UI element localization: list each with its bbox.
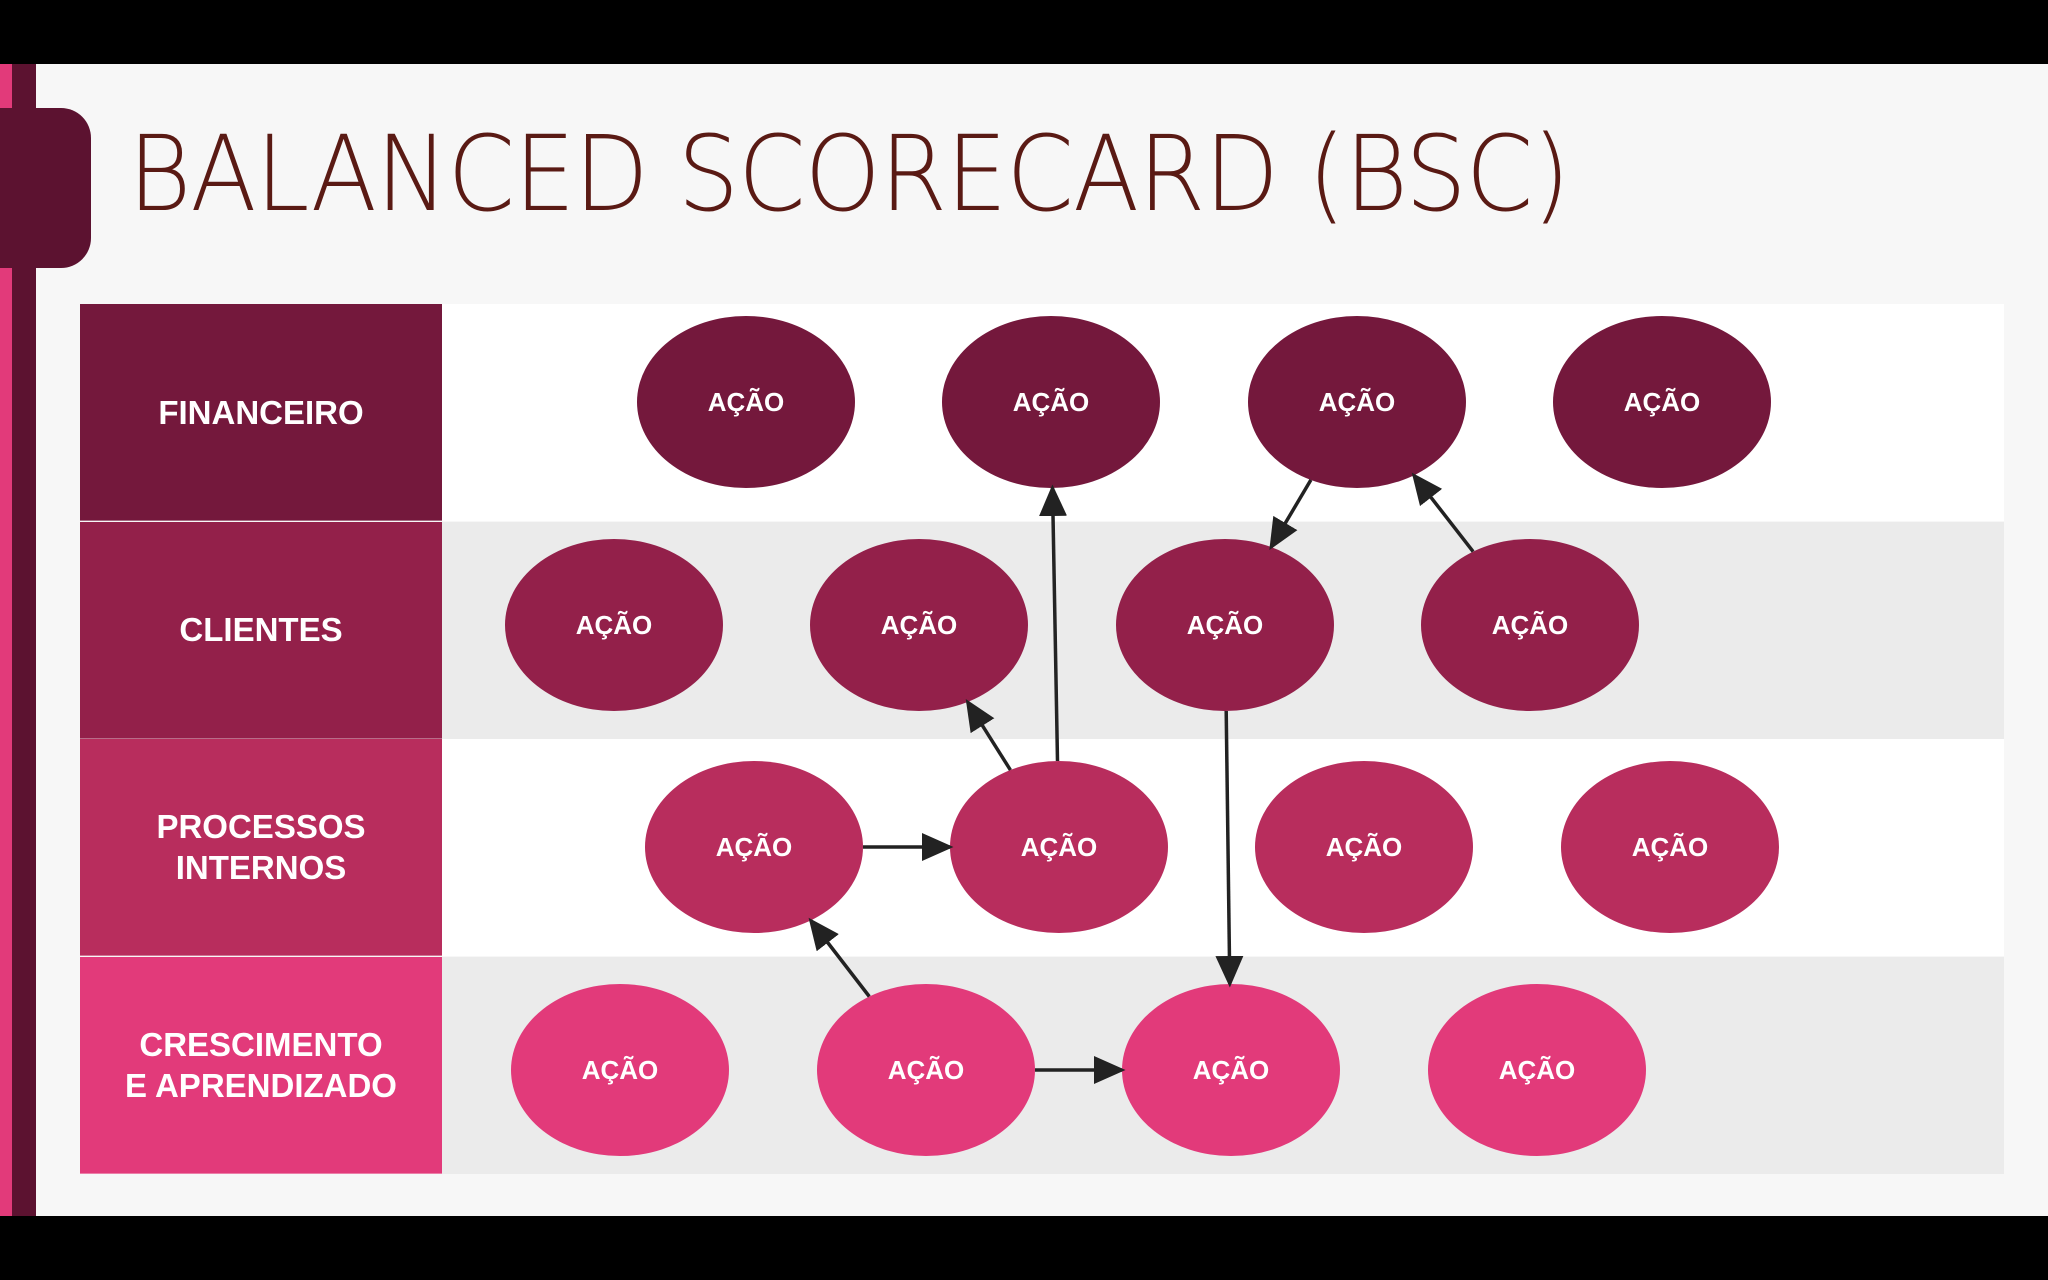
accent-bar-pink — [0, 64, 12, 1216]
action-node-g1: AÇÃO — [511, 984, 729, 1156]
action-node-f3: AÇÃO — [1248, 316, 1466, 488]
action-node-p1: AÇÃO — [645, 761, 863, 933]
action-node-g4: AÇÃO — [1428, 984, 1646, 1156]
action-node-p4: AÇÃO — [1561, 761, 1779, 933]
action-node-f1: AÇÃO — [637, 316, 855, 488]
slide: BALANCED SCORECARD (BSC) FINANCEIRO CLIEN… — [0, 64, 2048, 1216]
action-node-g2: AÇÃO — [817, 984, 1035, 1156]
action-node-c2: AÇÃO — [810, 539, 1028, 711]
perspective-label-financeiro: FINANCEIRO — [80, 304, 442, 521]
action-node-f4: AÇÃO — [1553, 316, 1771, 488]
perspective-label-processos: PROCESSOS INTERNOS — [80, 739, 442, 956]
action-node-c4: AÇÃO — [1421, 539, 1639, 711]
perspective-label-clientes: CLIENTES — [80, 521, 442, 739]
slide-title: BALANCED SCORECARD (BSC) — [128, 113, 1570, 235]
title-tab — [0, 108, 91, 268]
action-node-p2: AÇÃO — [950, 761, 1168, 933]
action-node-g3: AÇÃO — [1122, 984, 1340, 1156]
action-node-c1: AÇÃO — [505, 539, 723, 711]
action-node-p3: AÇÃO — [1255, 761, 1473, 933]
action-node-c3: AÇÃO — [1116, 539, 1334, 711]
action-node-f2: AÇÃO — [942, 316, 1160, 488]
perspective-label-crescimento: CRESCIMENTO E APRENDIZADO — [80, 956, 442, 1174]
